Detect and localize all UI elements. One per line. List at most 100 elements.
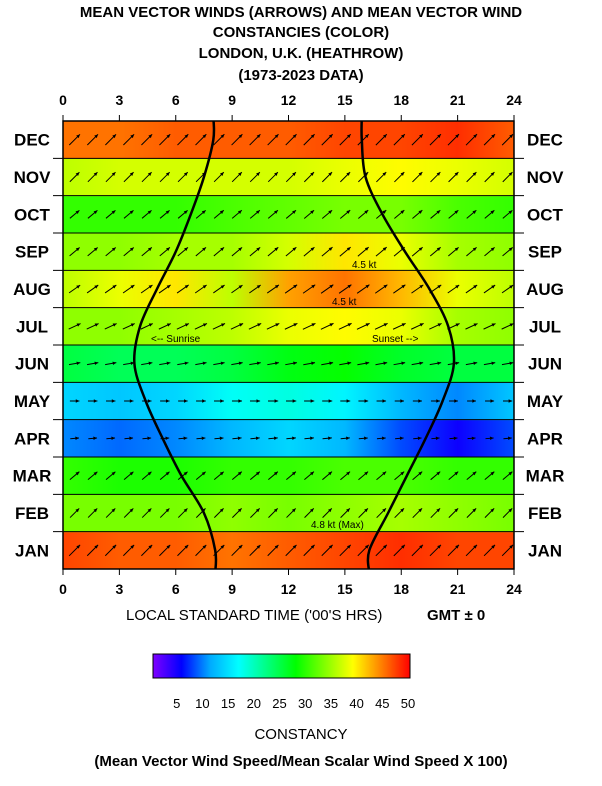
wind-arrow: [86, 133, 99, 146]
wind-arrow: [429, 133, 442, 146]
wind-arrow: [501, 284, 514, 294]
wind-arrow: [358, 471, 369, 481]
wind-arrow: [123, 544, 135, 557]
heat-row-nov: [63, 157, 514, 197]
wind-arrow: [212, 323, 226, 330]
colorbar-gradient: [152, 653, 411, 679]
wind-arrow: [250, 436, 260, 440]
wind-arrow: [411, 284, 424, 294]
colorbar-tick-label: 45: [375, 696, 389, 711]
wind-arrow: [375, 246, 388, 257]
wind-arrow: [230, 323, 244, 330]
wind-arrow: [213, 209, 225, 219]
wind-arrow: [177, 171, 189, 183]
wind-arrow: [430, 507, 441, 519]
plot-frame: [62, 120, 515, 570]
wind-arrow: [141, 209, 152, 219]
axis-ticks: 0 0 3 3 6 6 9 9 12 12 15 15 18 18 21 21 24 24: [59, 92, 522, 597]
wind-arrow: [195, 247, 207, 257]
wind-arrow: [106, 399, 116, 403]
wind-arrow: [412, 399, 422, 403]
wind-arrow: [213, 284, 225, 294]
x-tick-label-top: 15: [337, 92, 353, 108]
chart-title-line4: (1973-2023 DATA): [238, 67, 364, 84]
wind-arrow: [105, 471, 116, 480]
speed-label-jan: 4.8 kt (Max): [311, 520, 364, 531]
wind-arrow: [340, 399, 351, 403]
wind-arrow: [286, 436, 296, 440]
wind-arrow: [322, 399, 333, 403]
wind-arrow: [430, 171, 441, 183]
wind-arrow: [339, 544, 352, 557]
wind-arrow: [429, 323, 442, 330]
colorbar-tick-label: 25: [272, 696, 286, 711]
x-tick-label-bottom: 6: [172, 581, 180, 597]
wind-arrow: [358, 507, 369, 519]
wind-arrow: [394, 507, 405, 519]
wind-arrow: [358, 171, 369, 183]
wind-arrow: [322, 436, 332, 440]
wind-arrow: [159, 361, 171, 366]
wind-arrow: [502, 209, 513, 219]
colorbar-tick-label: 30: [298, 696, 312, 711]
wind-arrow: [431, 436, 440, 441]
wind-arrow: [232, 508, 242, 518]
wind-arrow: [430, 471, 441, 481]
wind-arrow: [320, 322, 334, 330]
wind-arrow: [178, 436, 188, 440]
wind-arrow: [320, 284, 334, 294]
month-label-left: NOV: [14, 168, 52, 187]
month-label-left: AUG: [13, 280, 51, 299]
month-label-right: SEP: [528, 243, 562, 262]
wind-arrow: [357, 361, 370, 366]
wind-arrow: [338, 322, 352, 330]
wind-arrow: [339, 361, 352, 366]
heat-row-jul: [63, 307, 514, 346]
wind-arrow: [267, 544, 279, 557]
wind-arrow: [447, 544, 460, 557]
month-label-left: OCT: [14, 205, 51, 224]
wind-arrow: [483, 361, 496, 366]
x-tick-label-top: 24: [506, 92, 522, 108]
x-tick-label-top: 3: [115, 92, 123, 108]
wind-arrow: [159, 544, 171, 557]
wind-arrow: [449, 399, 458, 403]
colorbar-tick-label: 40: [349, 696, 363, 711]
colorbar-tick-label: 5: [173, 696, 180, 711]
wind-arrow: [87, 247, 99, 257]
wind-arrow: [141, 361, 153, 366]
wind-arrow: [303, 171, 315, 183]
wind-arrow: [375, 361, 388, 366]
wind-arrow: [303, 133, 315, 146]
wind-arrow: [304, 399, 315, 403]
wind-arrow: [105, 133, 117, 146]
wind-arrow: [266, 284, 280, 294]
wind-arrow: [69, 209, 80, 219]
wind-arrow: [195, 361, 207, 366]
colorbar-ticks: 5 10 15 20 25 30 35 40 45 50: [173, 696, 415, 711]
wind-arrow: [321, 246, 333, 257]
wind-arrow: [392, 322, 406, 330]
wind-arrow: [268, 508, 279, 518]
wind-arrow: [285, 361, 298, 366]
wind-arrow: [123, 247, 135, 257]
wind-arrow: [158, 323, 172, 330]
wind-arrow: [213, 361, 225, 366]
wind-arrow: [465, 323, 478, 330]
wind-arrow: [68, 133, 81, 146]
wind-arrow: [88, 436, 98, 441]
wind-arrow: [303, 544, 315, 557]
wind-arrow: [231, 399, 243, 403]
sunset-curve: [360, 121, 456, 569]
x-tick-label-top: 12: [281, 92, 297, 108]
wind-arrow: [123, 471, 134, 480]
wind-arrow: [267, 133, 279, 146]
month-label-right: APR: [527, 429, 563, 448]
wind-arrow: [376, 399, 387, 403]
wind-arrow: [322, 508, 333, 518]
wind-arrow: [68, 284, 81, 294]
wind-arrow: [466, 508, 477, 518]
wind-arrow: [231, 209, 243, 219]
colorbar-tick-label: 50: [401, 696, 415, 711]
wind-arrow: [231, 133, 243, 146]
